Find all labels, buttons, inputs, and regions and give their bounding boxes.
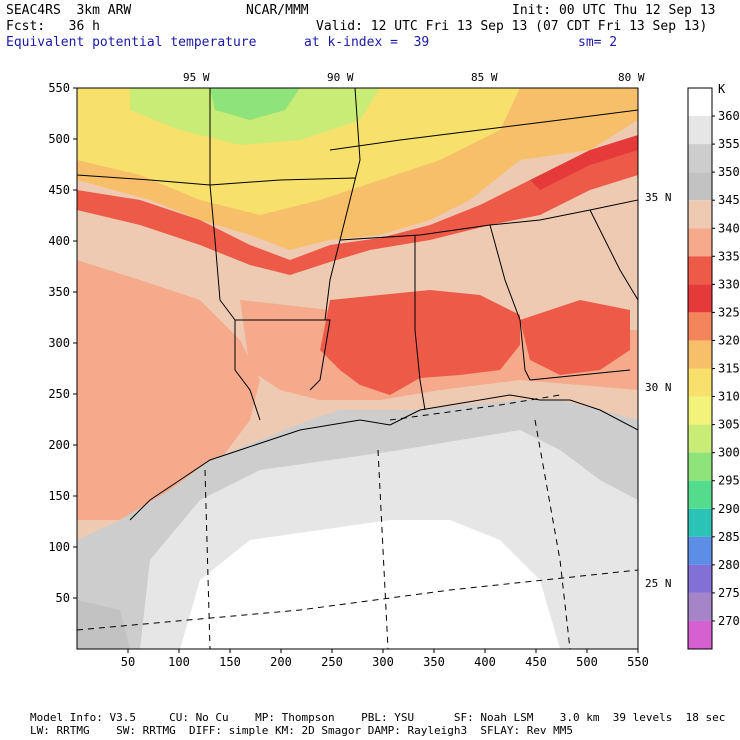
lat-label: 25 N [645, 577, 672, 590]
org-label: NCAR/MMM [246, 3, 309, 18]
x-tick-label: 50 [121, 655, 135, 669]
colorbar-label: 270 [718, 614, 740, 628]
y-tick-label: 450 [48, 183, 70, 197]
colorbar-swatch [688, 284, 712, 313]
colorbar-swatch [688, 424, 712, 453]
valid-time: Valid: 12 UTC Fri 13 Sep 13 (07 CDT Fri … [316, 19, 708, 34]
y-tick-label: 100 [48, 540, 70, 554]
x-tick-label: 400 [474, 655, 496, 669]
x-axis: 50 100 150 200 250 300 350 400 450 500 550 [121, 649, 649, 669]
y-tick-label: 250 [48, 387, 70, 401]
colorbar-swatch [688, 592, 712, 621]
colorbar-label: 290 [718, 502, 740, 516]
colorbar-swatch [688, 508, 712, 537]
lon-label: 80 W [618, 71, 645, 84]
y-tick-label: 50 [56, 591, 70, 605]
colorbar-label: 360 [718, 109, 740, 123]
colorbar-swatch [688, 200, 712, 229]
x-tick-label: 500 [576, 655, 598, 669]
y-tick-label: 200 [48, 438, 70, 452]
colorbar-swatch [688, 228, 712, 257]
colorbar-swatch [688, 172, 712, 201]
lat-label: 30 N [645, 381, 672, 394]
colorbar-label: 350 [718, 165, 740, 179]
model-title: SEAC4RS 3km ARW [6, 3, 132, 18]
plot-frame [76, 87, 639, 650]
y-tick-label: 150 [48, 489, 70, 503]
colorbar-swatch [688, 564, 712, 593]
colorbar-swatch [688, 256, 712, 285]
colorbar-swatch [688, 536, 712, 565]
colorbar-swatch [688, 144, 712, 173]
boundaries [77, 88, 638, 521]
x-tick-label: 350 [423, 655, 445, 669]
field-shading [77, 88, 638, 649]
forecast-hour: Fcst: 36 h [6, 19, 100, 34]
colorbar-label: 280 [718, 558, 740, 572]
colorbar-swatch [688, 116, 712, 145]
lon-label: 85 W [471, 71, 498, 84]
y-tick-label: 400 [48, 234, 70, 248]
field-name: Equivalent potential temperature [6, 35, 257, 50]
x-tick-label: 550 [627, 655, 649, 669]
y-axis: 550 500 450 400 350 300 250 200 150 100 50 [48, 81, 77, 605]
colorbar: K 360 355 350 345 340 335 330 325 320 315 310 305 300… [687, 82, 740, 650]
colorbar-label: 305 [718, 418, 740, 432]
colorbar-swatch [688, 452, 712, 481]
x-tick-label: 200 [270, 655, 292, 669]
x-tick-label: 100 [168, 655, 190, 669]
colorbar-label: 315 [718, 362, 740, 376]
lon-label: 95 W [183, 71, 210, 84]
colorbar-swatch [688, 480, 712, 509]
latlon-grid [77, 394, 638, 649]
smoothing-label: sm= 2 [578, 35, 618, 50]
colorbar-swatch [688, 368, 712, 397]
y-tick-label: 350 [48, 285, 70, 299]
colorbar-swatch [688, 312, 712, 341]
footer-model-info: Model Info: V3.5 CU: No Cu MP: Thompson … [30, 711, 726, 724]
x-tick-label: 150 [219, 655, 241, 669]
colorbar-label: 355 [718, 137, 740, 151]
lat-label: 35 N [645, 191, 672, 204]
lon-label: 90 W [327, 71, 354, 84]
x-tick-label: 300 [372, 655, 394, 669]
colorbar-label: 310 [718, 390, 740, 404]
colorbar-label: 285 [718, 530, 740, 544]
colorbar-swatch [688, 88, 712, 117]
level-label: at k-index = 39 [304, 35, 430, 50]
colorbar-label: 275 [718, 586, 740, 600]
colorbar-swatch [688, 340, 712, 369]
x-tick-label: 450 [525, 655, 547, 669]
colorbar-label: 330 [718, 277, 740, 291]
colorbar-unit: K [718, 82, 726, 96]
colorbar-label: 345 [718, 193, 740, 207]
init-time: Init: 00 UTC Thu 12 Sep 13 [512, 3, 716, 18]
colorbar-label: 320 [718, 333, 740, 347]
y-tick-label: 500 [48, 132, 70, 146]
colorbar-label: 335 [718, 249, 740, 263]
x-tick-label: 250 [321, 655, 343, 669]
y-tick-label: 550 [48, 81, 70, 95]
colorbar-swatch [688, 620, 712, 649]
colorbar-label: 295 [718, 474, 740, 488]
colorbar-swatch [688, 396, 712, 425]
colorbar-label: 340 [718, 221, 740, 235]
footer-physics-info: LW: RRTMG SW: RRTMG DIFF: simple KM: 2D … [30, 724, 574, 737]
y-tick-label: 300 [48, 336, 70, 350]
colorbar-label: 325 [718, 305, 740, 319]
colorbar-label: 300 [718, 446, 740, 460]
